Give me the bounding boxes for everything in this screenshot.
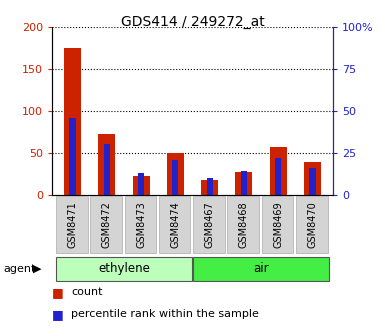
Text: ethylene: ethylene [98,262,150,275]
FancyBboxPatch shape [159,196,191,253]
Bar [201,180,218,195]
Bar [172,160,178,195]
Text: GSM8473: GSM8473 [136,201,146,248]
Text: GSM8472: GSM8472 [102,201,112,248]
FancyBboxPatch shape [56,196,88,253]
Text: GDS414 / 249272_at: GDS414 / 249272_at [121,15,264,29]
FancyBboxPatch shape [90,196,122,253]
Text: GSM8471: GSM8471 [67,201,77,248]
Bar [275,158,281,195]
FancyBboxPatch shape [56,257,192,281]
Bar [270,147,287,195]
Text: percentile rank within the sample: percentile rank within the sample [71,309,259,319]
FancyBboxPatch shape [262,196,293,253]
FancyBboxPatch shape [193,196,225,253]
Bar [167,153,184,195]
Text: ■: ■ [52,308,64,321]
Bar [241,171,247,195]
Text: air: air [253,262,269,275]
Text: GSM8469: GSM8469 [273,201,283,248]
Bar [104,144,110,195]
Bar [206,178,213,195]
Bar [138,173,144,195]
Bar [69,118,75,195]
Text: count: count [71,287,103,297]
Bar [235,172,253,195]
Text: GSM8467: GSM8467 [205,201,214,248]
Text: ▶: ▶ [33,264,41,274]
Bar [64,48,81,195]
Text: GSM8468: GSM8468 [239,201,249,248]
FancyBboxPatch shape [193,257,329,281]
Bar [132,176,150,195]
Text: agent: agent [4,264,36,274]
FancyBboxPatch shape [125,196,156,253]
FancyBboxPatch shape [228,196,259,253]
Text: GSM8470: GSM8470 [308,201,318,248]
Bar [304,162,321,195]
Text: GSM8474: GSM8474 [171,201,180,248]
Text: ■: ■ [52,286,64,299]
Bar [310,168,316,195]
FancyBboxPatch shape [296,196,328,253]
Bar [98,134,116,195]
